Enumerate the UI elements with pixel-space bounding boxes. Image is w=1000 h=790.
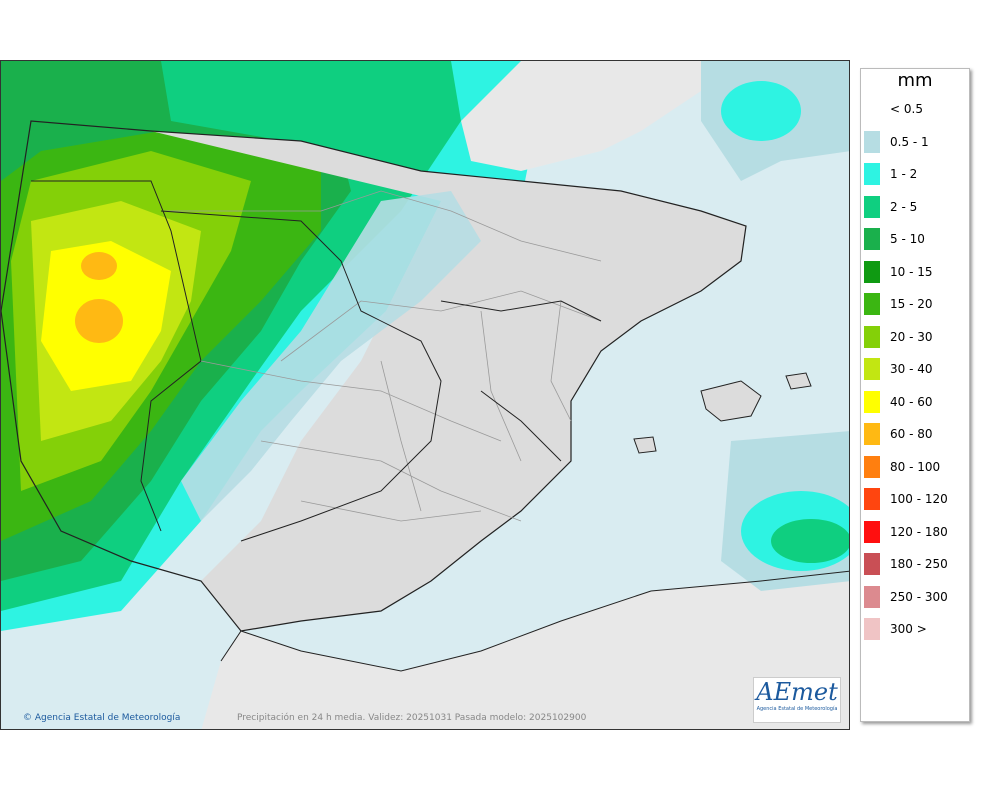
legend-label: 180 - 250 bbox=[890, 557, 948, 571]
legend-label: 20 - 30 bbox=[890, 329, 933, 344]
admin-borders bbox=[161, 190, 602, 522]
legend-label: 40 - 60 bbox=[890, 394, 933, 409]
region-borders bbox=[160, 210, 602, 542]
legend-label: 10 - 15 bbox=[890, 264, 933, 279]
legend-item: 180 - 250 bbox=[864, 552, 948, 576]
legend-label: 30 - 40 bbox=[890, 362, 933, 376]
legend-label: 100 - 120 bbox=[890, 492, 948, 506]
legend-swatch bbox=[864, 358, 880, 380]
legend-item: 30 - 40 bbox=[864, 357, 933, 381]
legend-label: 15 - 20 bbox=[890, 297, 933, 311]
legend-swatch bbox=[864, 163, 880, 185]
precipitation-legend: mm < 0.5 0.5 - 1 1 - 2 2 - 5 5 - 10 10 - 15 15… bbox=[860, 68, 970, 722]
legend-swatch bbox=[864, 488, 880, 510]
precip-core-60-80-north bbox=[81, 252, 117, 280]
legend-swatch bbox=[864, 325, 880, 348]
legend-swatch bbox=[864, 553, 880, 575]
legend-swatch bbox=[864, 618, 880, 640]
legend-item: 0.5 - 1 bbox=[864, 130, 929, 154]
north-africa-land bbox=[201, 571, 849, 729]
legend-label: 60 - 80 bbox=[890, 427, 933, 441]
copyright-notice: © Agencia Estatal de Meteorología bbox=[23, 713, 181, 723]
legend-label: 5 - 10 bbox=[890, 232, 925, 246]
africa-coastline bbox=[220, 570, 849, 672]
legend-swatch bbox=[864, 293, 880, 315]
legend-label: 1 - 2 bbox=[890, 167, 918, 181]
legend-item: 1 - 2 bbox=[864, 162, 917, 186]
legend-swatch bbox=[864, 455, 880, 478]
legend-item: 120 - 180 bbox=[864, 520, 948, 544]
legend-swatch bbox=[864, 228, 880, 250]
legend-swatch bbox=[864, 195, 880, 218]
aemet-logo: AEmet Agencia Estatal de Meteorología bbox=[753, 677, 841, 723]
legend-label: < 0.5 bbox=[890, 102, 923, 116]
land-dry-area bbox=[151, 131, 746, 631]
mallorca bbox=[700, 380, 762, 422]
france-land bbox=[461, 61, 721, 171]
legend-label: 2 - 5 bbox=[890, 199, 918, 214]
menorca bbox=[785, 372, 812, 390]
precipitation-map: © Agencia Estatal de Meteorología Precip… bbox=[0, 60, 850, 730]
legend-swatch bbox=[864, 390, 880, 413]
legend-label: 250 - 300 bbox=[890, 589, 948, 604]
legend-item: 20 - 30 bbox=[864, 325, 933, 349]
legend-item: 100 - 120 bbox=[864, 487, 948, 511]
legend-title: mm bbox=[897, 70, 933, 91]
map-caption: Precipitación en 24 h media. Validez: 20… bbox=[237, 713, 587, 723]
legend-label: 300 > bbox=[890, 622, 927, 636]
legend-swatch bbox=[864, 130, 880, 153]
legend-swatch bbox=[864, 423, 880, 445]
logo-subtitle: Agencia Estatal de Meteorología bbox=[756, 706, 838, 712]
precip-core-60-80-south bbox=[75, 299, 123, 343]
legend-label: 80 - 100 bbox=[890, 459, 941, 474]
legend-item: 2 - 5 bbox=[864, 195, 917, 219]
legend-item: 5 - 10 bbox=[864, 227, 925, 251]
legend-label: 120 - 180 bbox=[890, 524, 948, 539]
logo-text: AEmet bbox=[756, 678, 838, 706]
legend-swatch bbox=[864, 520, 880, 543]
legend-swatch bbox=[864, 260, 880, 283]
legend-label: 0.5 - 1 bbox=[890, 134, 929, 149]
peninsula-coastline bbox=[1, 120, 747, 632]
precip-band-0-5-1 bbox=[181, 191, 481, 521]
map-canvas bbox=[1, 61, 849, 729]
legend-item: 300 > bbox=[864, 617, 927, 641]
ligurian-sea-core bbox=[721, 81, 801, 141]
legend-item: < 0.5 bbox=[864, 97, 923, 121]
legend-item: 40 - 60 bbox=[864, 390, 933, 414]
legend-item: 10 - 15 bbox=[864, 260, 933, 284]
ibiza bbox=[633, 436, 657, 454]
legend-swatch bbox=[864, 98, 880, 120]
legend-item: 80 - 100 bbox=[864, 455, 940, 479]
se-sea-precip-inner bbox=[771, 519, 849, 563]
legend-swatch bbox=[864, 585, 880, 608]
legend-item: 250 - 300 bbox=[864, 585, 948, 609]
legend-item: 15 - 20 bbox=[864, 292, 933, 316]
legend-item: 60 - 80 bbox=[864, 422, 933, 446]
